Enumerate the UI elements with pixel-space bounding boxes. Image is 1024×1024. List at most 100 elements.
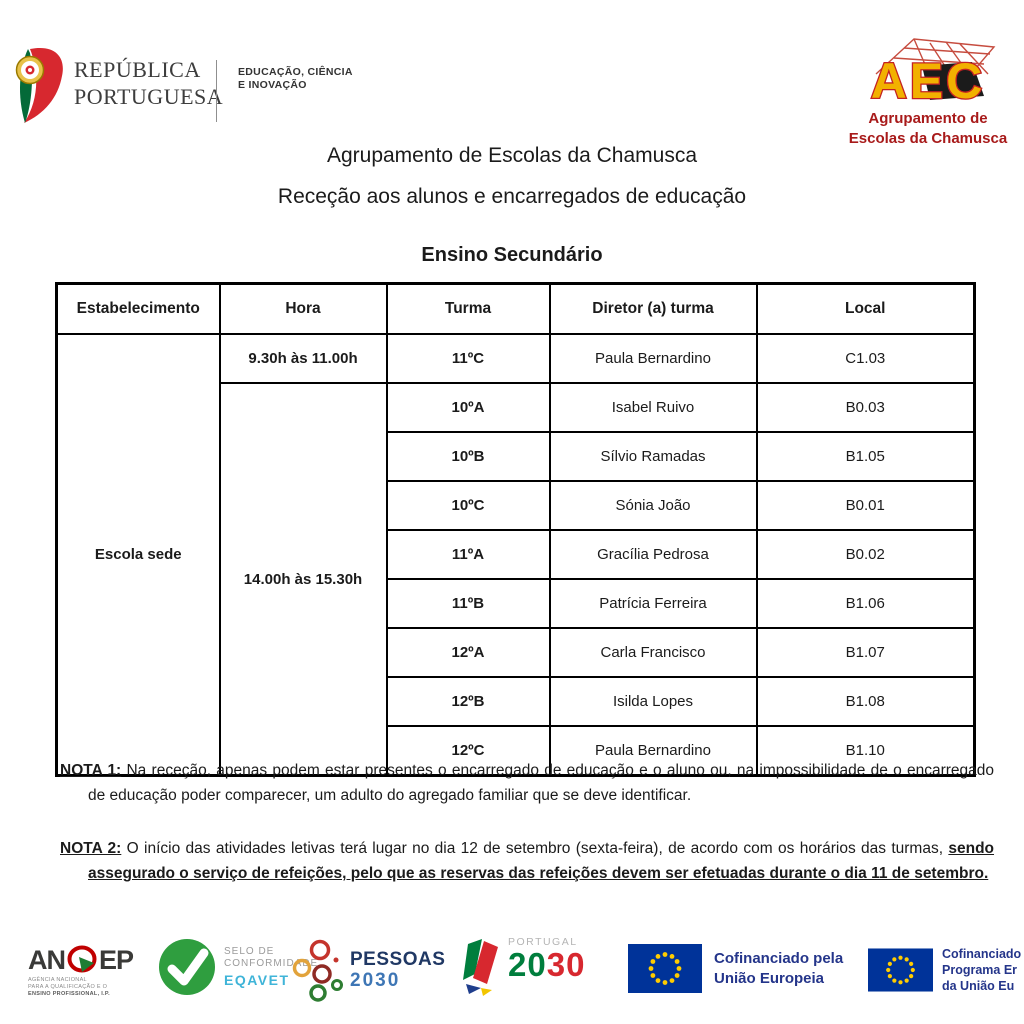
table-row: 12ºB Isilda Lopes B1.08 (57, 676, 976, 727)
eqavet-text: SELO DE CONFORMIDADE EQAVET (224, 946, 318, 988)
pessoas-text: PESSOAS 2030 (350, 949, 445, 991)
cell-diretor: Sílvio Ramadas (548, 431, 758, 482)
eqavet-line1: SELO DE (224, 946, 275, 957)
ministry-line2: E INOVAÇÃO (238, 79, 307, 91)
cell-diretor: Patrícia Ferreira (548, 578, 758, 629)
eqavet-line2: CONFORMIDADE (224, 958, 319, 969)
cell-turma: 11ºA (385, 529, 551, 580)
table-row: 10ºB Sílvio Ramadas B1.05 (57, 431, 976, 482)
cell-turma: 11ºC (385, 333, 551, 384)
table-row: 14.00h às 15.30h 10ºA Isabel Ruivo B0.03 (57, 382, 976, 777)
header-divider (216, 60, 217, 122)
ministry-label: EDUCAÇÃO, CIÊNCIA E INOVAÇÃO (238, 66, 353, 92)
schedule-table: Estabelecimento Hora Turma Diretor (a) t… (55, 282, 976, 777)
cell-turma: 10ºA (385, 382, 551, 433)
gov-name-line1: REPÚBLICA (74, 57, 201, 82)
cell-local: B1.08 (755, 676, 976, 727)
cell-local: B1.05 (755, 431, 976, 482)
eu-programme-text: Cofinanciado Programa Er da União Eu (942, 946, 1021, 994)
cell-diretor: Sónia João (548, 480, 758, 531)
anqep-part1: AN (28, 945, 66, 975)
cell-diretor: Paula Bernardino (548, 333, 758, 384)
cell-diretor: Gracília Pedrosa (548, 529, 758, 580)
ministry-line1: EDUCAÇÃO, CIÊNCIA (238, 66, 353, 78)
anqep-sub-line1: AGÊNCIA NACIONAL (28, 977, 87, 983)
gov-name-line2: PORTUGUESA (74, 84, 224, 109)
note-2-label: NOTA 2: (60, 840, 122, 857)
col-header-hora: Hora (218, 282, 388, 335)
cell-local: B1.06 (755, 578, 976, 629)
portugal-2030-digits: 2030 (508, 948, 585, 982)
table-row: 11ºA Gracília Pedrosa B0.02 (57, 529, 976, 580)
note-2-underlined-text: sendo assegurado o serviço de refeições,… (88, 840, 995, 882)
anqep-part2: EP (99, 945, 134, 975)
anqep-q-icon (67, 945, 97, 973)
cell-local: B0.03 (755, 382, 976, 433)
digits-green: 20 (508, 946, 547, 983)
pessoas-brand: PESSOAS (350, 949, 446, 970)
table-row: 12ºA Carla Francisco B1.07 (57, 627, 976, 678)
eu-right-line2: Programa Er (942, 963, 1018, 977)
table-header-row: Estabelecimento Hora Turma Diretor (a) t… (55, 282, 976, 335)
pessoas-year: 2030 (350, 970, 401, 991)
cell-turma: 11ºB (385, 578, 551, 629)
anqep-wordmark: AN EP (28, 944, 158, 976)
aec-school-logo: AEC Agrupamento de Escolas da Chamusca (838, 34, 1018, 149)
cell-diretor: Isabel Ruivo (548, 382, 758, 433)
portugal-2030-logo: PORTUGAL 2030 (460, 936, 585, 998)
eu-right-line3: da União Eu (942, 979, 1015, 993)
col-header-estabelecimento: Estabelecimento (55, 282, 221, 335)
cell-establishment: Escola sede (55, 333, 221, 777)
anqep-sub-line3: ENSINO PROFISSIONAL, I.P. (28, 991, 110, 997)
aec-logo-icon: AEC (869, 38, 996, 110)
eu-flag-icon (868, 948, 933, 992)
cell-local: B0.01 (755, 480, 976, 531)
eqavet-check-icon (159, 939, 215, 995)
pessoas-2030-logo: PESSOAS 2030 (292, 938, 445, 1002)
anqep-logo: AN EP AGÊNCIA NACIONAL PARA A QUALIFICAÇ… (28, 944, 158, 998)
cell-local: B0.02 (755, 529, 976, 580)
eqavet-brand: EQAVET (224, 972, 290, 988)
eu-left-line1: Cofinanciado pela (714, 949, 844, 967)
cell-turma: 10ºB (385, 431, 551, 482)
cell-turma: 12ºA (385, 627, 551, 678)
cell-local: C1.03 (755, 333, 976, 384)
note-2-text: O início das atividades letivas terá lug… (121, 840, 949, 857)
cell-diretor: Paula Bernardino (548, 725, 758, 777)
cell-diretor: Carla Francisco (548, 627, 758, 678)
table-row: Escola sede 9.30h às 11.00h 11ºC Paula B… (55, 333, 976, 777)
table-row: 11ºB Patrícia Ferreira B1.06 (57, 578, 976, 629)
eu-cofinanced-text: Cofinanciado pela União Europeia (714, 949, 843, 989)
col-header-local: Local (755, 282, 976, 335)
cell-local: B1.10 (755, 725, 976, 777)
eu-programme-logo: Cofinanciado Programa Er da União Eu (868, 946, 1021, 994)
portuguese-flag-emblem-icon (15, 47, 63, 123)
section-title: Ensino Secundário (421, 244, 603, 266)
eu-left-line2: União Europeia (714, 969, 825, 987)
cell-hora-afternoon: 14.00h às 15.30h (218, 382, 388, 777)
table-row: 10ºC Sónia João B0.01 (57, 480, 976, 531)
eqavet-logo: SELO DE CONFORMIDADE EQAVET (158, 938, 318, 996)
col-header-diretor: Diretor (a) turma (548, 282, 758, 335)
document-title: Agrupamento de Escolas da Chamusca (326, 144, 698, 167)
portugal-2030-icon (463, 939, 498, 996)
aec-acronym: AEC (871, 53, 986, 106)
portugal-2030-label: PORTUGAL (508, 936, 578, 948)
eu-cofinanced-logo: Cofinanciado pela União Europeia (628, 944, 843, 993)
portugal-2030-text: PORTUGAL 2030 (508, 936, 585, 982)
aec-sub-line1: Agrupamento de (868, 110, 988, 127)
cell-diretor: Isilda Lopes (548, 676, 758, 727)
cell-turma: 12ºB (385, 676, 551, 727)
document-subtitle: Receção aos alunos e encarregados de edu… (277, 185, 747, 208)
anqep-subtext: AGÊNCIA NACIONAL PARA A QUALIFICAÇÃO E O… (28, 977, 158, 998)
eu-right-line1: Cofinanciado (942, 947, 1022, 961)
aec-sub-line2: Escolas da Chamusca (848, 130, 1008, 147)
note-1: NOTA 1: Na receção, apenas podem estar p… (60, 758, 994, 808)
cell-local: B1.07 (755, 627, 976, 678)
note-1-label: NOTA 1: (60, 762, 122, 779)
eu-flag-icon (628, 944, 702, 993)
anqep-sub-line2: PARA A QUALIFICAÇÃO E O (28, 984, 108, 990)
cell-turma: 10ºC (385, 480, 551, 531)
digits-red: 30 (546, 946, 586, 983)
gov-name: REPÚBLICA PORTUGUESA (74, 56, 223, 110)
